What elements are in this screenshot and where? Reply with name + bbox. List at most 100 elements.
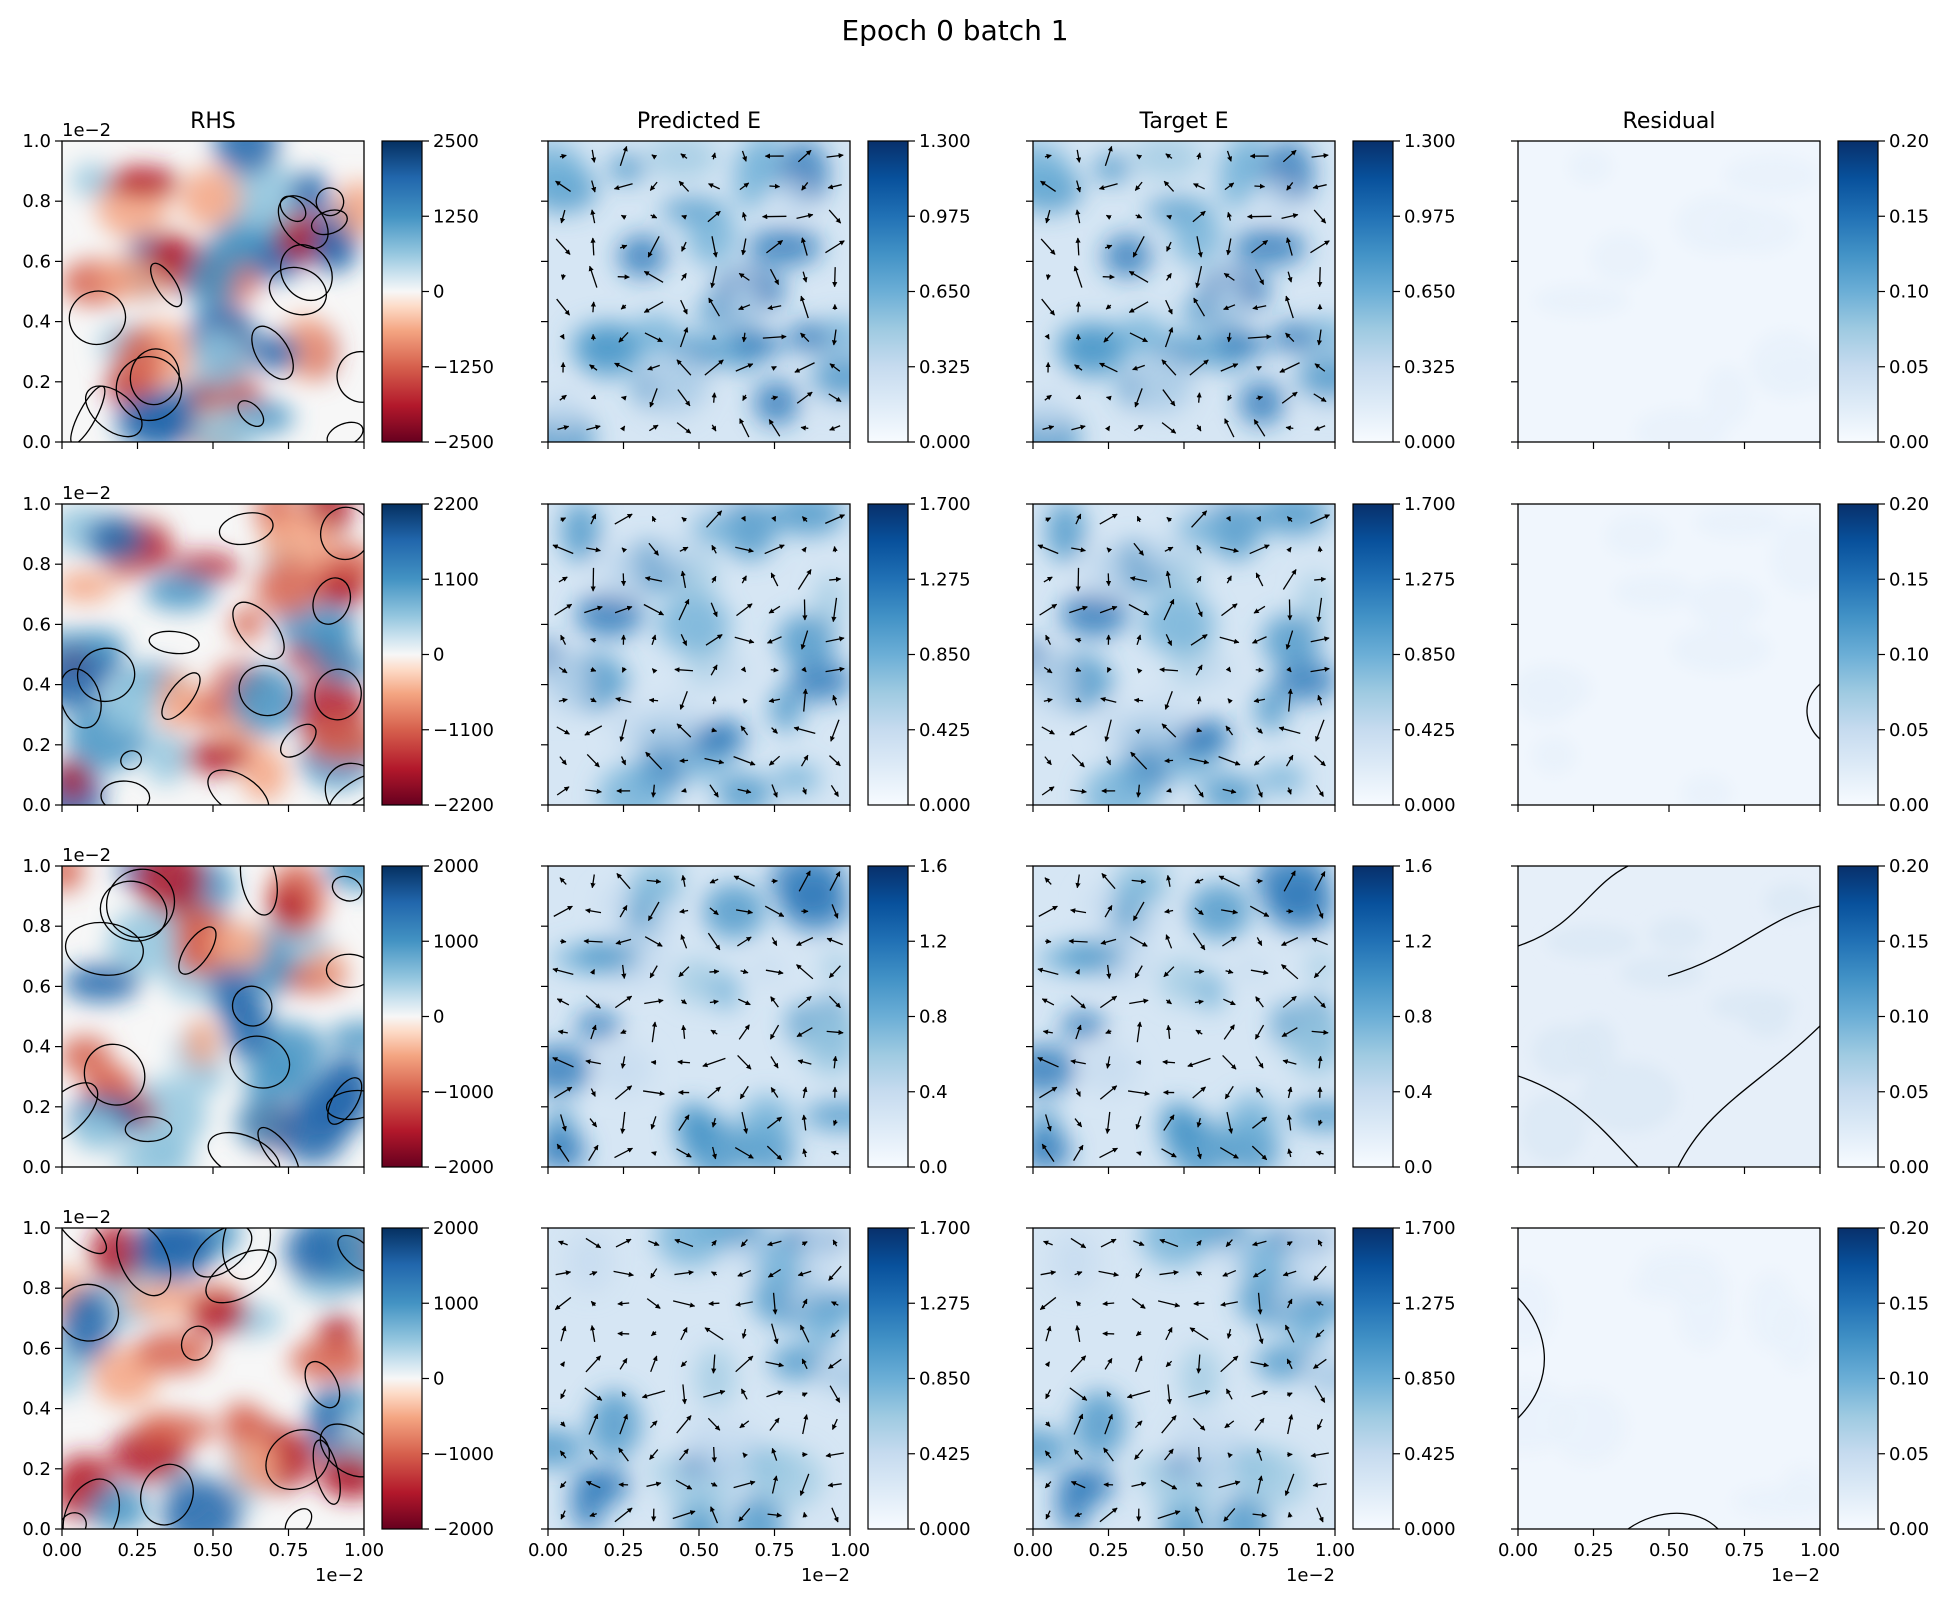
heatmap-blob (1061, 940, 1125, 973)
heatmap-blob (1116, 314, 1167, 358)
heatmap-blob (1134, 1457, 1168, 1485)
panel-r1-c0: 0.00.20.40.60.81.01e−2220011000−1100−220… (22, 477, 494, 834)
quiver-arrow (621, 397, 625, 398)
heatmap-blob (1172, 206, 1223, 265)
colorbar-gradient (1353, 141, 1393, 442)
heatmap-blob (1141, 1204, 1210, 1267)
heatmap-blob (123, 1282, 198, 1317)
heatmap-blob (1591, 232, 1652, 283)
quiver-arrow (1199, 393, 1200, 403)
heatmap-blob (1604, 514, 1669, 558)
panel-r2-c1: 1.61.20.80.40.0 (526, 850, 948, 1182)
quiver-arrow (834, 546, 835, 552)
y-tick-label: 1.0 (22, 131, 51, 152)
quiver-arrow (1048, 274, 1049, 279)
heatmap-blob (304, 720, 384, 764)
x-tick-label: 0.00 (1498, 1540, 1538, 1561)
heatmap-blob (1771, 520, 1836, 595)
heatmap-blob (1689, 578, 1764, 629)
heatmap-blob (208, 922, 269, 969)
heatmap-blob (1532, 735, 1577, 775)
heatmap-field (1511, 504, 1836, 812)
colorbar-gradient (868, 866, 908, 1167)
x-tick-label: 0.50 (1164, 1540, 1204, 1561)
colorbar-tick-label: 0.000 (919, 795, 971, 816)
heatmap-blob (822, 952, 850, 982)
quiver-arrow (1194, 971, 1203, 972)
y-tick-label: 1.0 (22, 856, 51, 877)
colorbar-tick-label: 0.10 (1889, 282, 1929, 303)
heatmap-field (1477, 1228, 1832, 1529)
colorbar-tick-label: 0.10 (1889, 645, 1929, 666)
panel-r1-c3: 0.200.150.100.050.00 (1511, 494, 1929, 816)
colorbar-tick-label: −1000 (433, 1444, 494, 1465)
colorbar-tick-label: 0.20 (1889, 131, 1929, 152)
colorbar-tick-label: −2000 (433, 1157, 494, 1178)
heatmap-blob (145, 730, 186, 785)
heatmap-blob (772, 492, 844, 535)
x-tick-label: 1.00 (830, 1540, 870, 1561)
column-title-1: Predicted E (637, 109, 761, 134)
heatmap-field (533, 474, 852, 827)
panel-r2-c0: 0.00.20.40.60.81.01e−2200010000−1000−200… (22, 841, 494, 1190)
heatmap-blob (1765, 884, 1816, 920)
heatmap-field (997, 128, 1362, 469)
heatmap-blob (1201, 774, 1257, 814)
colorbar-tick-label: 0.00 (1889, 1157, 1929, 1178)
heatmap-blob (1496, 1273, 1553, 1347)
colorbar-tick-label: 0.000 (919, 432, 971, 453)
heatmap-blob (598, 764, 671, 828)
colorbar-tick-label: 1.700 (1404, 1218, 1456, 1239)
heatmap-blob (116, 1140, 193, 1183)
heatmap-field (512, 128, 877, 469)
heatmap-blob (1083, 764, 1156, 828)
heatmap-blob (631, 314, 682, 358)
heatmap-blob (297, 1074, 370, 1136)
heatmap-blob (716, 774, 772, 814)
y-tick-label: 0.8 (22, 191, 51, 212)
heatmap-blob (576, 1012, 621, 1039)
colorbar-gradient (382, 141, 422, 442)
heatmap-blob (800, 1010, 863, 1077)
heatmap-blob (1783, 1466, 1825, 1509)
colorbar-tick-label: 0.650 (919, 282, 971, 303)
colorbar-tick-label: 1.300 (1404, 131, 1456, 152)
colorbar-tick-label: −2000 (433, 1519, 494, 1540)
colorbar-tick-label: 1.700 (1404, 494, 1456, 515)
heatmap-blob (1020, 1131, 1071, 1171)
colorbar: 0.200.150.100.050.00 (1838, 1218, 1929, 1540)
quiver-arrow (1134, 700, 1143, 701)
heatmap-blob (771, 1345, 823, 1380)
colorbar-tick-label: 0.850 (1404, 645, 1456, 666)
y-tick-label: 1.0 (22, 494, 51, 515)
heatmap-blob (1289, 1102, 1363, 1130)
x-tick-label: 0.50 (193, 1540, 233, 1561)
column-title-3: Residual (1623, 109, 1716, 134)
quiver-arrow (1319, 546, 1320, 552)
y-offset-label: 1e−2 (62, 1207, 111, 1228)
heatmap-blob (512, 142, 587, 201)
heatmap-blob (565, 1230, 614, 1292)
heatmap-blob (598, 1045, 652, 1094)
y-tick-label: 0.0 (22, 432, 51, 453)
heatmap-blob (618, 235, 666, 278)
panel-r0-c3: 0.200.150.100.050.00 (1511, 131, 1929, 456)
colorbar-tick-label: 2200 (433, 494, 479, 515)
colorbar-tick-label: 0.325 (1404, 357, 1456, 378)
quiver-arrow (1045, 941, 1051, 942)
heatmap-blob (1112, 877, 1164, 902)
heatmap-blob (1196, 973, 1225, 1010)
heatmap-blob (576, 593, 644, 638)
heatmap-blob (596, 546, 641, 597)
colorbar-gradient (1838, 1228, 1878, 1529)
